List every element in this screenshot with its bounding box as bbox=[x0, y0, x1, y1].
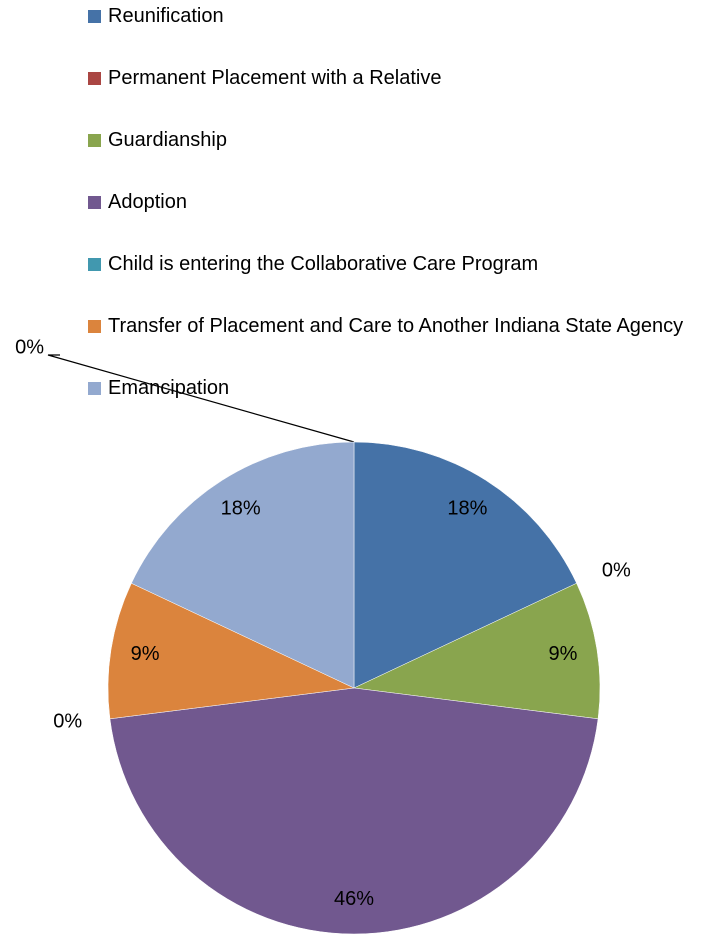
data-label: 18% bbox=[447, 498, 487, 520]
legend-label: Transfer of Placement and Care to Anothe… bbox=[108, 315, 684, 337]
legend-swatch bbox=[88, 382, 101, 395]
pie-slice bbox=[107, 582, 355, 720]
legend: Reunification Permanent Placement with a … bbox=[88, 4, 718, 438]
legend-label: Adoption bbox=[108, 191, 187, 213]
pie-slice bbox=[353, 441, 577, 689]
legend-swatch bbox=[88, 72, 101, 85]
legend-label: Emancipation bbox=[108, 377, 230, 399]
legend-label: Permanent Placement with a Relative bbox=[108, 67, 442, 89]
legend-item: Guardianship bbox=[88, 128, 718, 190]
legend-label: Child is entering the Collaborative Care… bbox=[108, 253, 539, 275]
data-label: 0% bbox=[602, 560, 631, 582]
legend-item: Permanent Placement with a Relative bbox=[88, 66, 718, 128]
legend-item: Child is entering the Collaborative Care… bbox=[88, 252, 718, 314]
data-label: 9% bbox=[549, 643, 578, 665]
legend-swatch bbox=[88, 134, 101, 147]
leader-line bbox=[47, 354, 355, 443]
pie-slice bbox=[109, 687, 599, 935]
pie-slice bbox=[131, 441, 355, 689]
data-label: 18% bbox=[221, 498, 261, 520]
legend-swatch bbox=[88, 258, 101, 271]
data-label: 0% bbox=[53, 711, 82, 733]
data-label: 9% bbox=[131, 643, 160, 665]
legend-item: Reunification bbox=[88, 4, 718, 66]
data-label: 46% bbox=[334, 888, 374, 910]
legend-label: Guardianship bbox=[108, 129, 227, 151]
legend-swatch bbox=[88, 320, 101, 333]
legend-item: Emancipation bbox=[88, 376, 718, 438]
legend-item: Transfer of Placement and Care to Anothe… bbox=[88, 314, 718, 376]
legend-swatch bbox=[88, 196, 101, 209]
legend-swatch bbox=[88, 10, 101, 23]
legend-label: Reunification bbox=[108, 5, 224, 27]
legend-item: Adoption bbox=[88, 190, 718, 252]
pie-slice bbox=[353, 582, 601, 720]
data-label: 0% bbox=[15, 336, 44, 358]
